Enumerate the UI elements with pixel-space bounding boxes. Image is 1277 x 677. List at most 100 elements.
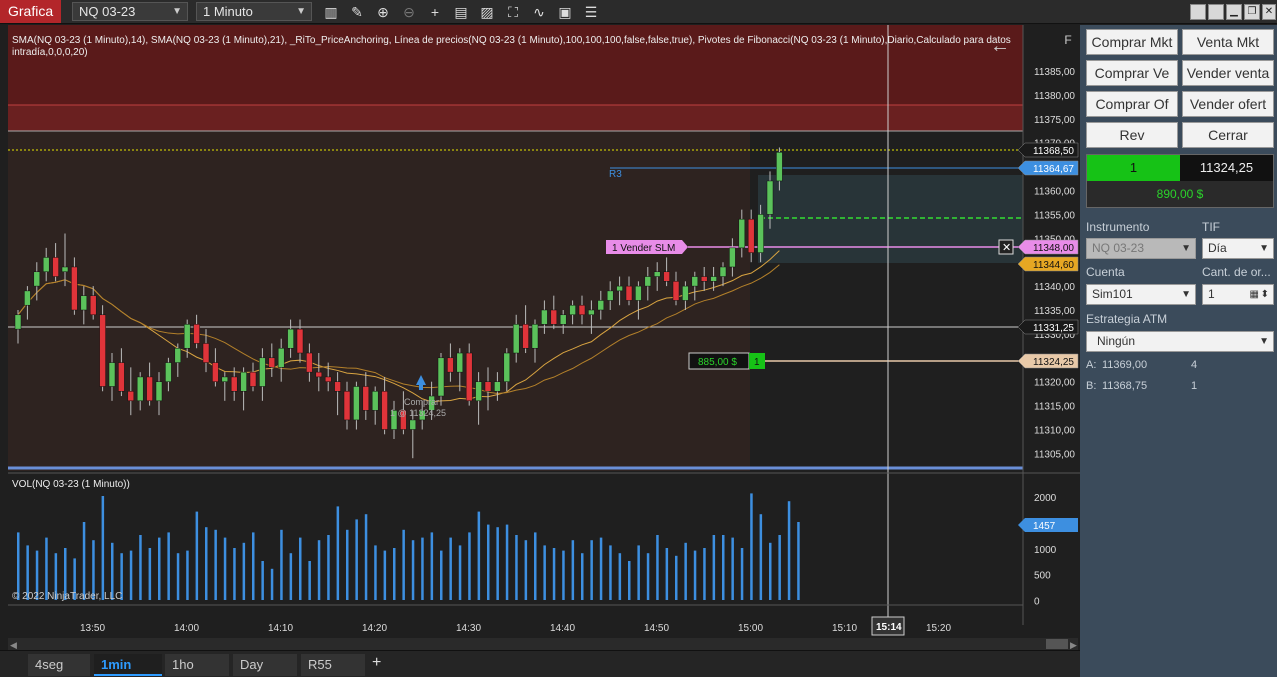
volume-bar	[233, 548, 236, 600]
candle-body	[465, 352, 473, 402]
volume-bar	[440, 550, 443, 600]
buy-market-button[interactable]: Comprar Mkt	[1086, 29, 1178, 55]
close-position-button[interactable]: Cerrar	[1182, 122, 1274, 148]
volume-bar	[64, 548, 67, 600]
candle-body	[484, 381, 492, 392]
zoom-out-icon[interactable]: ⊖	[403, 4, 415, 20]
account-select[interactable]: Sim101 ▼	[1086, 284, 1196, 305]
tif-select[interactable]: Día ▼	[1202, 238, 1274, 259]
volume-bar	[327, 535, 330, 600]
candle-body	[193, 324, 200, 344]
sma21-line	[17, 264, 780, 395]
horizontal-scrollbar[interactable]	[8, 638, 1078, 650]
volume-legend: VOL(NQ 03-23 (1 Minuto))	[12, 479, 130, 490]
tab-day[interactable]: Day	[233, 654, 297, 676]
candle-body	[418, 410, 426, 421]
instrument-select[interactable]: NQ 03-23 ▼	[72, 2, 188, 21]
chart-area[interactable]: 11385,0011380,0011375,0011370,0011365,00…	[0, 25, 1080, 650]
volume-bar	[346, 529, 349, 600]
calculator-icon[interactable]: ▦	[1249, 289, 1259, 300]
zoom-in-icon[interactable]: ⊕	[377, 4, 389, 20]
buy-bid-button[interactable]: Comprar Ve	[1086, 60, 1178, 86]
chevron-down-icon: ▼	[1259, 243, 1269, 254]
indicators-icon[interactable]: ∿	[533, 4, 545, 20]
candle-body	[362, 386, 370, 411]
price-tick-label: 11355,00	[1034, 210, 1075, 221]
chart-toolbar: Grafica NQ 03-23 ▼ 1 Minuto ▼ ▥ ✎ ⊕ ⊖ + …	[0, 0, 1277, 24]
candle-body	[61, 266, 69, 273]
chevron-down-icon: ▼	[172, 6, 182, 17]
add-tab-icon[interactable]: +	[372, 654, 382, 671]
atm-value: Ningún	[1097, 334, 1136, 348]
sell-ask-button[interactable]: Vender ofert	[1182, 91, 1274, 117]
interval-select[interactable]: 1 Minuto ▼	[196, 2, 312, 21]
volume-bar	[54, 553, 58, 600]
sell-bid-button[interactable]: Vender venta	[1182, 60, 1274, 86]
tab-4seg[interactable]: 4seg	[28, 654, 90, 676]
draw-icon[interactable]: ✎	[351, 4, 363, 20]
sell-market-button[interactable]: Venta Mkt	[1182, 29, 1274, 55]
volume-marker	[1018, 518, 1078, 532]
back-arrow-icon[interactable]: ←	[990, 35, 1010, 57]
candle-body	[719, 266, 727, 277]
crosshair-icon[interactable]: +	[430, 4, 440, 20]
time-tick-label: 14:10	[268, 623, 293, 634]
tab-1ho[interactable]: 1ho	[165, 654, 229, 676]
price-marker-label: 11364,67	[1033, 164, 1074, 175]
chart-canvas[interactable]: 11385,0011380,0011375,0011370,0011365,00…	[0, 25, 1080, 650]
atm-strategy-select[interactable]: Ningún ▼	[1086, 331, 1274, 352]
reverse-button[interactable]: Rev	[1086, 122, 1178, 148]
properties-icon[interactable]: ▤	[454, 4, 468, 20]
tab-1min[interactable]: 1min	[94, 654, 162, 676]
restore-icon[interactable]: ❐	[1244, 4, 1260, 20]
position-display: 1 11324,25 890,00 $	[1086, 154, 1274, 208]
spinner-icon[interactable]: ⬍	[1260, 289, 1269, 300]
f-button[interactable]: F	[1064, 33, 1072, 47]
tab-r55[interactable]: R55	[301, 654, 365, 676]
layout-icon[interactable]	[1208, 4, 1224, 20]
position-qty-tag[interactable]	[749, 353, 765, 369]
close-icon[interactable]: ✕	[1262, 4, 1276, 20]
quantity-stepper[interactable]: 1 ▦ ⬍	[1202, 284, 1274, 305]
layout-icon[interactable]	[1190, 4, 1206, 20]
ask-price: 11369,00	[1102, 359, 1148, 371]
orders-icon[interactable]: ☰	[584, 4, 598, 20]
window-title[interactable]: Grafica	[0, 0, 62, 23]
volume-bar	[167, 532, 170, 600]
volume-bar	[139, 535, 142, 600]
atm-label: Estrategia ATM	[1086, 312, 1168, 326]
candle-body	[700, 276, 708, 282]
buy-ask-button[interactable]: Comprar Of	[1086, 91, 1178, 117]
volume-bar	[17, 532, 20, 600]
minimize-icon[interactable]: ▁	[1226, 4, 1242, 20]
candle-body	[559, 314, 567, 325]
volume-bar	[524, 540, 528, 600]
scroll-left-icon[interactable]: ◀	[10, 640, 17, 650]
cancel-order-button[interactable]	[998, 239, 1014, 255]
candle-body	[108, 362, 116, 387]
candle-body	[550, 309, 558, 325]
bars-icon[interactable]: ▥	[324, 4, 338, 20]
volume-bar	[722, 535, 725, 600]
price-tick-label: 11375,00	[1034, 115, 1075, 126]
strategies-icon[interactable]: ▨	[480, 4, 494, 20]
price-tick-label: 11320,00	[1034, 378, 1075, 389]
close-icon[interactable]: ✕	[1002, 242, 1011, 254]
volume-bar	[205, 527, 208, 600]
time-tick-label: 14:00	[174, 623, 199, 634]
candle-body	[183, 324, 191, 349]
candle-body	[531, 324, 539, 349]
candle-body	[729, 247, 736, 268]
data-box-icon[interactable]: ⛶	[508, 4, 518, 20]
sell-order-tag[interactable]	[606, 240, 688, 254]
bid-label: B:	[1086, 380, 1097, 392]
alerts-icon[interactable]: ▣	[558, 4, 572, 20]
instrument-select-value: NQ 03-23	[79, 4, 136, 19]
candle-body	[146, 376, 153, 402]
candle-body	[287, 328, 294, 349]
scrollbar-thumb[interactable]	[1046, 639, 1068, 649]
scroll-right-icon[interactable]: ▶	[1070, 640, 1077, 650]
position-quantity: 1	[1087, 155, 1180, 181]
volume-bar	[252, 532, 255, 600]
volume-bar	[468, 532, 471, 600]
